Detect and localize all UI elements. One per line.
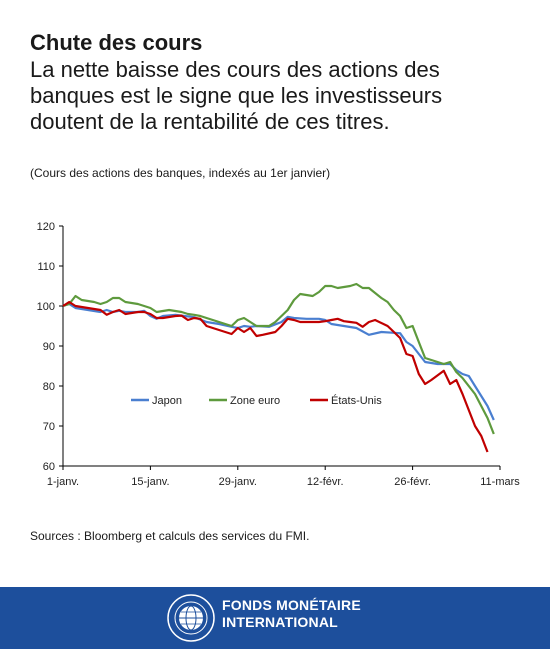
chart-title: Chute des cours — [30, 30, 203, 55]
y-tick-label: 100 — [37, 301, 55, 313]
x-tick-label: 26-févr. — [394, 476, 431, 488]
org-line-2: INTERNATIONAL — [222, 614, 338, 630]
y-tick-label: 120 — [37, 221, 55, 233]
source-note: Sources : Bloomberg et calculs des servi… — [30, 529, 310, 543]
imf-footer: FONDS MONÉTAIRE INTERNATIONAL — [0, 587, 550, 649]
legend-label-2: Zone euro — [230, 395, 280, 407]
x-tick-label: 12-févr. — [307, 476, 344, 488]
y-tick-label: 90 — [43, 341, 55, 353]
y-tick-label: 70 — [43, 421, 55, 433]
subtitle-line-2: banques est le signe que les investisseu… — [30, 83, 443, 108]
organization-name: FONDS MONÉTAIRE INTERNATIONAL — [222, 597, 361, 631]
series-line-2 — [62, 282, 495, 435]
chart-subtitle: La nette baisse des cours des actions de… — [30, 57, 530, 135]
y-tick-label: 60 — [43, 461, 55, 473]
x-tick-label: 11-mars — [480, 476, 520, 488]
legend-label-3: États-Unis — [331, 394, 382, 407]
x-tick-label: 29-janv. — [219, 476, 257, 488]
series-line-3 — [62, 300, 489, 453]
org-line-1: FONDS MONÉTAIRE — [222, 597, 361, 613]
x-tick-label: 15-janv. — [131, 476, 169, 488]
line-chart: 60 70 80 90 100 110 120 1-janv. 15-janv. 29-janv.… — [37, 221, 521, 488]
imf-seal-logo — [167, 594, 215, 642]
legend-label-1: Japon — [152, 395, 182, 407]
y-tick-label: 80 — [43, 381, 55, 393]
y-tick-label: 110 — [37, 261, 55, 273]
subtitle-line-1: La nette baisse des cours des actions de… — [30, 57, 440, 82]
x-tick-label: 1-janv. — [47, 476, 79, 488]
subtitle-line-3: doutent de la rentabilité de ces titres. — [30, 109, 390, 134]
chart-note: (Cours des actions des banques, indexés … — [30, 166, 331, 180]
